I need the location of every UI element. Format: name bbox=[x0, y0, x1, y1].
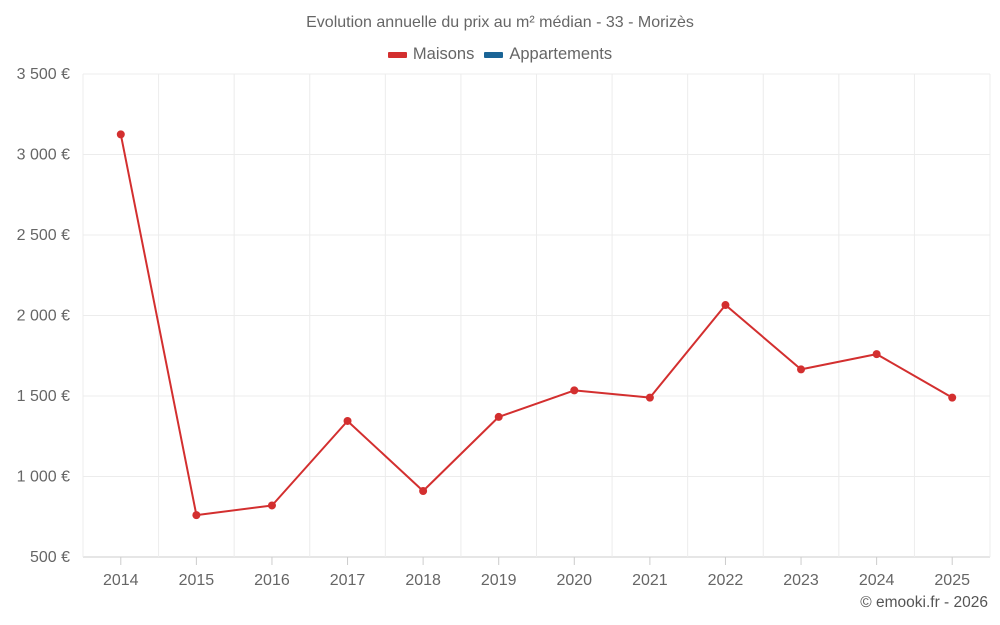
x-tick-label: 2014 bbox=[103, 572, 139, 589]
x-tick-label: 2025 bbox=[934, 572, 970, 589]
x-tick-label: 2017 bbox=[330, 572, 366, 589]
x-tick-label: 2018 bbox=[405, 572, 441, 589]
x-tick-label: 2015 bbox=[179, 572, 215, 589]
legend-swatch-appartements bbox=[484, 51, 504, 58]
y-tick-label: 3 500 € bbox=[17, 66, 70, 83]
legend-label-maisons: Maisons bbox=[412, 45, 475, 63]
y-tick-label: 1 500 € bbox=[17, 388, 70, 405]
y-tick-label: 2 500 € bbox=[17, 227, 70, 244]
x-tick-label: 2021 bbox=[632, 572, 668, 589]
data-point-maisons bbox=[645, 393, 654, 402]
data-point-maisons bbox=[192, 511, 201, 520]
y-tick-label: 3 000 € bbox=[17, 147, 70, 164]
chart-title: Evolution annuelle du prix au m² médian … bbox=[306, 14, 694, 31]
data-point-maisons bbox=[116, 130, 125, 139]
legend: Maisons Appartements bbox=[0, 45, 1000, 64]
data-point-maisons bbox=[797, 365, 806, 374]
series-line-maisons bbox=[119, 134, 953, 517]
x-tick-label: 2016 bbox=[254, 572, 290, 589]
y-tick-label: 1 000 € bbox=[17, 469, 70, 486]
legend-item-appartements[interactable]: Appartements bbox=[484, 45, 612, 64]
x-tick-label: 2020 bbox=[556, 572, 592, 589]
data-point-maisons bbox=[872, 350, 881, 359]
y-tick-label: 500 € bbox=[30, 549, 70, 566]
x-tick-label: 2019 bbox=[481, 572, 517, 589]
legend-item-maisons[interactable]: Maisons bbox=[387, 45, 475, 64]
x-tick-label: 2023 bbox=[783, 572, 819, 589]
legend-label-appartements: Appartements bbox=[509, 45, 613, 63]
x-tick-label: 2024 bbox=[859, 572, 895, 589]
x-tick-label: 2022 bbox=[708, 572, 744, 589]
data-point-maisons bbox=[494, 412, 503, 421]
legend-swatch-maisons bbox=[387, 51, 407, 58]
data-point-maisons bbox=[343, 416, 352, 425]
data-point-maisons bbox=[570, 386, 579, 395]
y-tick-label: 2 000 € bbox=[17, 308, 70, 325]
data-point-maisons bbox=[721, 301, 730, 310]
data-point-maisons bbox=[419, 486, 428, 495]
credit-text: © emooki.fr - 2026 bbox=[860, 594, 988, 611]
data-point-maisons bbox=[948, 393, 957, 402]
data-point-maisons bbox=[267, 501, 276, 510]
